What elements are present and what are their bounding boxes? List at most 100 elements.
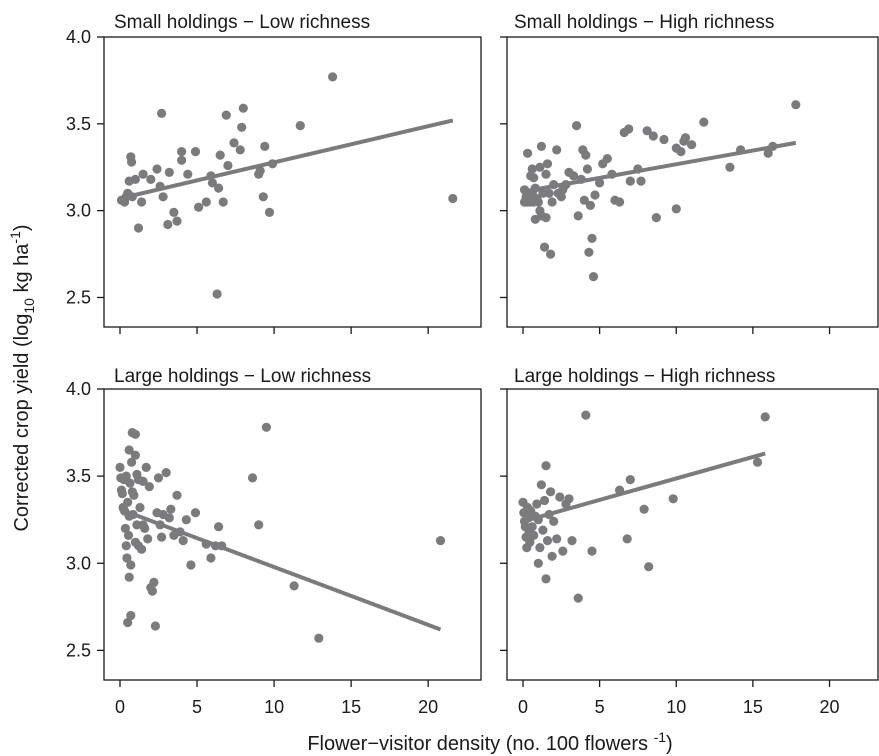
data-point (527, 522, 537, 532)
data-point (582, 164, 593, 174)
data-point (207, 178, 217, 188)
data-point (135, 502, 145, 513)
data-point (539, 242, 550, 252)
fit-line-layer (522, 451, 766, 524)
data-point (529, 173, 539, 183)
panel-small-holdings-low-richness: Small holdings − Low richness 2.5 3.0 3.5 4… (66, 12, 482, 334)
x-tick-label: 5 (192, 697, 202, 717)
data-point (143, 534, 153, 544)
data-point (126, 560, 136, 570)
data-point (122, 553, 132, 563)
data-point (668, 494, 678, 504)
data-point (533, 558, 543, 568)
data-point (572, 121, 582, 131)
data-point (542, 159, 553, 169)
data-point (607, 169, 617, 179)
data-point (595, 178, 605, 188)
regression-line (119, 118, 454, 201)
data-point (547, 551, 557, 561)
data-point (215, 150, 225, 160)
data-point (238, 103, 248, 113)
data-point (544, 188, 554, 198)
x-tick-label: 10 (666, 697, 686, 717)
data-point (625, 176, 635, 186)
data-point (644, 562, 654, 572)
panel-large-holdings-low-richness: Large holdings − Low richness 0 5 10 15 20 2.… (66, 366, 482, 717)
data-point (530, 183, 540, 193)
data-point (651, 213, 661, 223)
data-point (541, 461, 551, 471)
data-point (622, 534, 632, 544)
data-point (768, 141, 778, 151)
data-point (547, 197, 557, 207)
axis-ticks: 2.5 3.0 3.5 4.0 (66, 27, 429, 334)
data-point (536, 480, 547, 490)
data-point (149, 577, 159, 588)
x-tick-label: 0 (115, 697, 125, 717)
data-point (178, 536, 188, 546)
data-point (125, 478, 135, 488)
data-point (699, 117, 709, 127)
data-point (588, 272, 599, 282)
x-tick-label: 5 (595, 697, 605, 717)
data-point (147, 586, 157, 596)
data-point (573, 211, 583, 221)
data-point (625, 475, 635, 485)
data-point (127, 192, 137, 202)
data-point (533, 197, 543, 207)
data-point (676, 147, 686, 157)
data-point (564, 494, 574, 504)
data-point (138, 476, 148, 486)
data-point (181, 515, 191, 525)
data-point (576, 174, 586, 184)
data-point (127, 157, 137, 167)
data-point (561, 180, 571, 190)
data-point (525, 537, 535, 547)
data-point (153, 473, 164, 483)
axis-ticks: 0 5 10 15 20 (500, 388, 840, 717)
data-point (127, 457, 137, 467)
data-point (541, 213, 551, 223)
data-point (123, 617, 133, 628)
data-point (538, 525, 548, 535)
plot-frame (103, 36, 482, 328)
data-point (138, 520, 148, 530)
data-point (247, 473, 258, 483)
data-point (121, 541, 131, 551)
x-tick-label: 0 (518, 697, 528, 717)
data-point (169, 207, 179, 217)
data-point (549, 180, 559, 190)
data-point (552, 534, 562, 544)
data-point (584, 247, 594, 257)
data-point (218, 197, 228, 207)
plot-frame (506, 36, 879, 328)
data-point (569, 171, 579, 181)
data-point (157, 532, 167, 542)
data-point (435, 536, 446, 546)
points-layer (518, 410, 770, 603)
data-point (177, 147, 187, 157)
data-point (541, 169, 551, 179)
data-point (587, 546, 597, 556)
data-point (157, 108, 167, 118)
data-point (639, 504, 649, 514)
data-point (615, 485, 625, 495)
x-tick-label: 15 (743, 697, 763, 717)
data-point (267, 159, 278, 169)
plot-frame (506, 388, 879, 681)
data-point (235, 145, 245, 155)
fit-line-layer (119, 118, 454, 201)
data-point (146, 174, 156, 184)
data-point (555, 492, 565, 502)
data-point (130, 174, 140, 184)
data-point (120, 523, 130, 534)
data-point (581, 150, 591, 160)
data-point (541, 574, 551, 584)
x-tick-label: 10 (264, 697, 284, 717)
data-point (687, 140, 697, 150)
data-point (636, 176, 646, 186)
data-point (223, 160, 233, 171)
data-point (206, 553, 216, 563)
data-point (752, 457, 763, 467)
y-tick-label: 3.0 (66, 553, 91, 573)
